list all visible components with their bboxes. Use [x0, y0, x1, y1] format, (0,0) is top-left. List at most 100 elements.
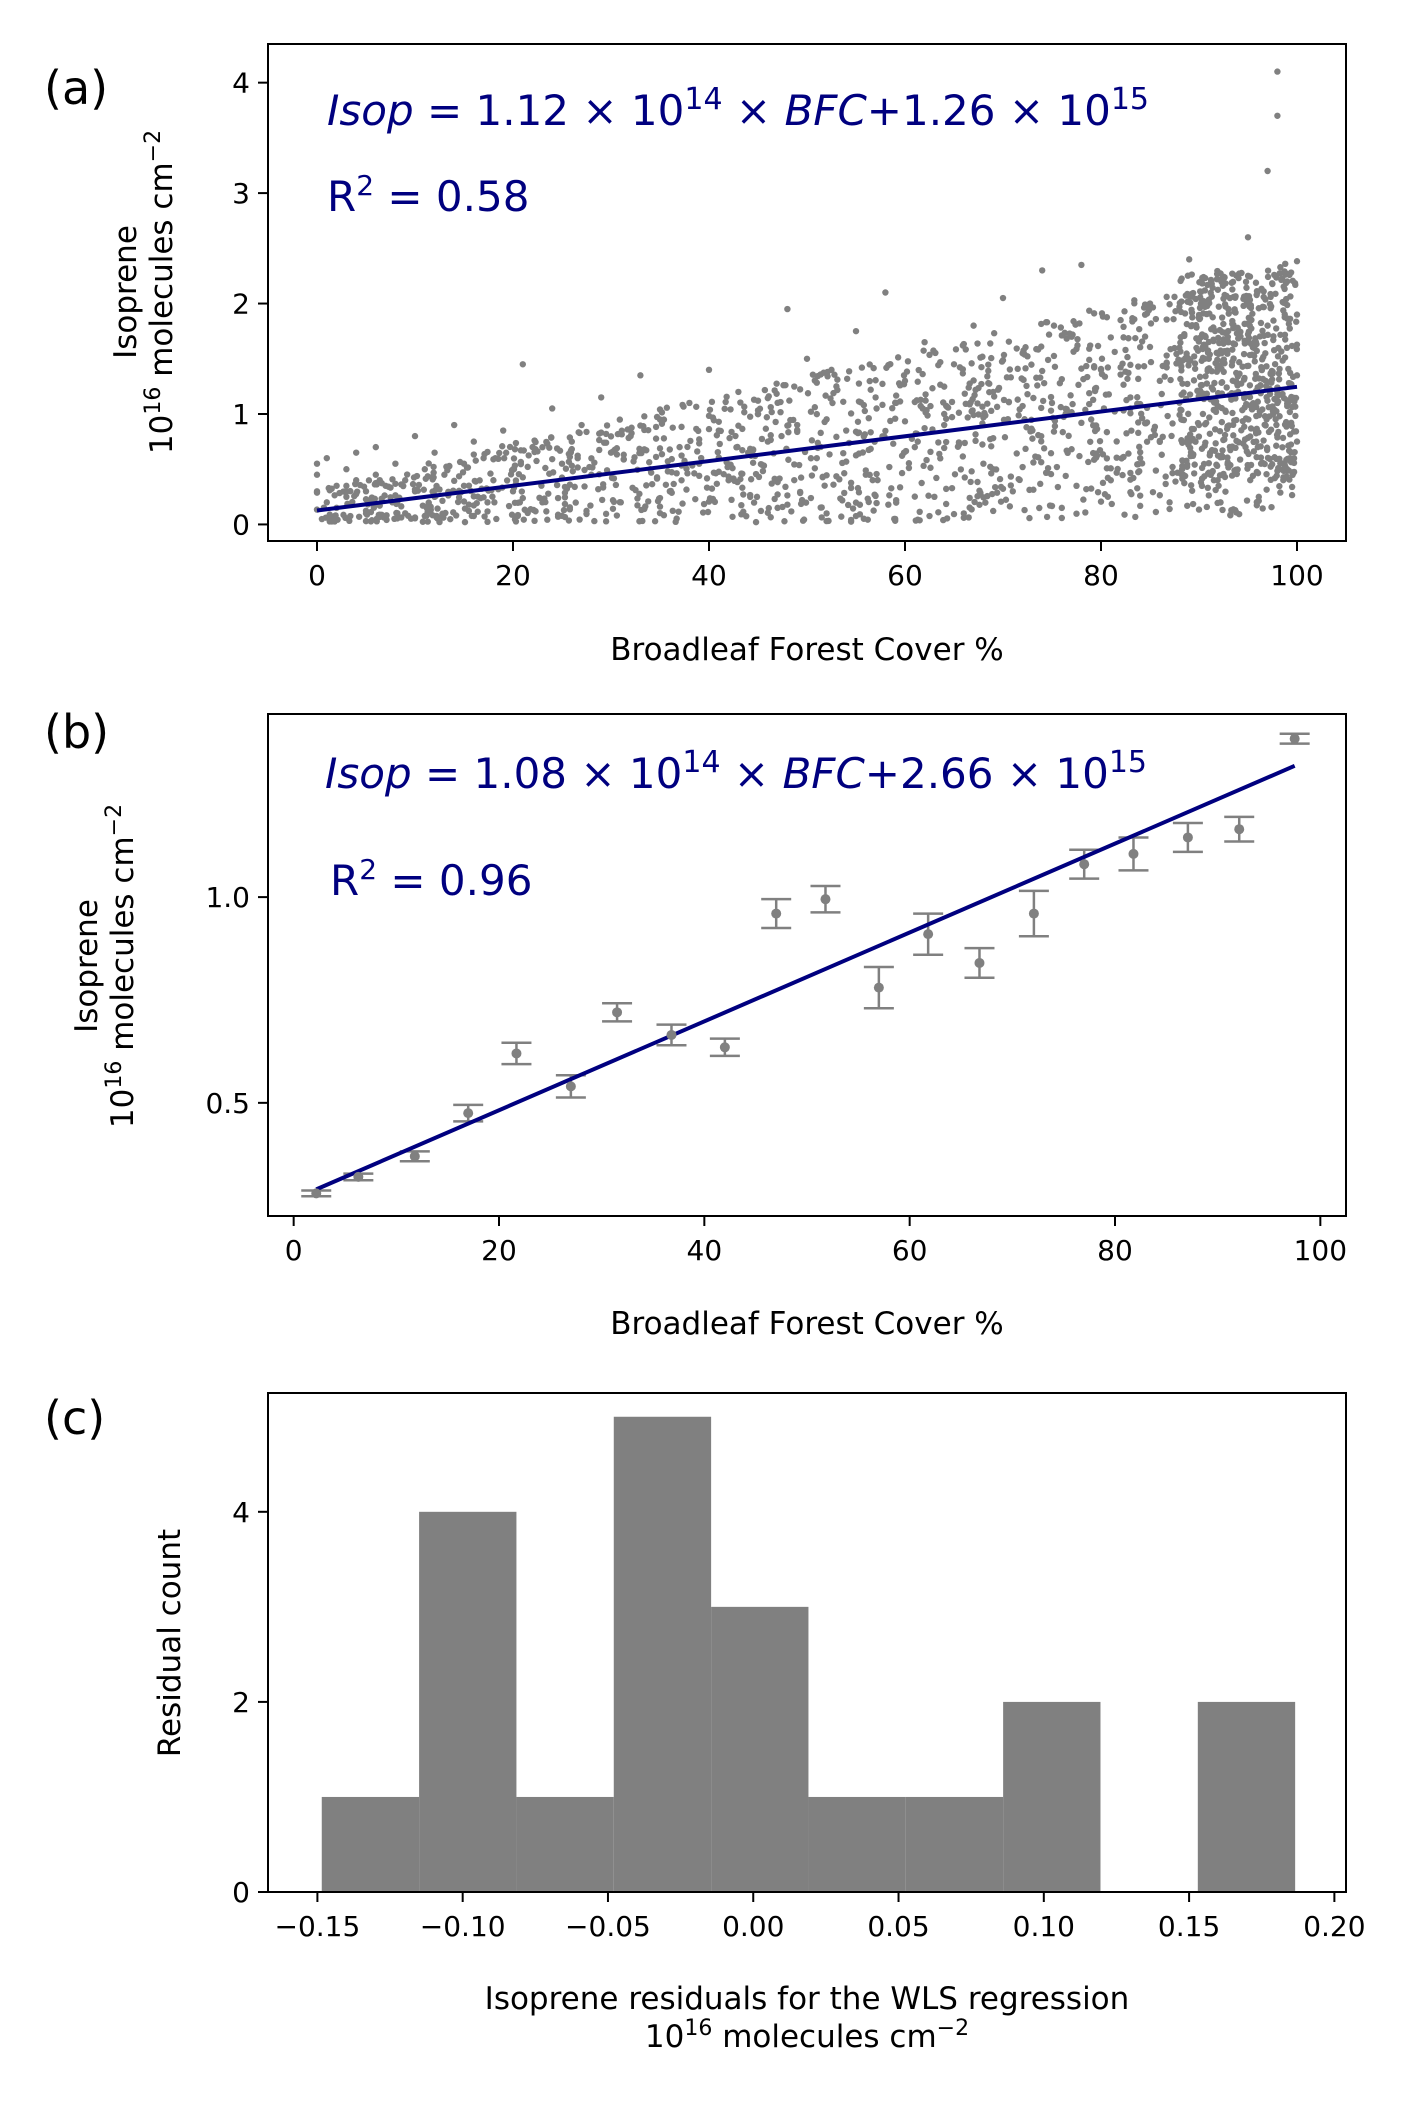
panel-a-point [1253, 403, 1260, 411]
panel-a-point [524, 463, 531, 471]
panel-a-point [1119, 360, 1126, 367]
panel-a-point [1080, 496, 1087, 503]
panel-a-point [900, 372, 908, 379]
panel-a-point [531, 437, 538, 444]
panel-a-point [1125, 335, 1132, 342]
panel-a-point [1279, 390, 1286, 398]
panel-a-point [705, 366, 713, 374]
panel-a-point [1253, 453, 1260, 461]
panel-a-point [460, 498, 468, 505]
panel-a-point [1265, 403, 1272, 411]
panel-a-point [1026, 486, 1033, 494]
panel-a-point [1227, 512, 1234, 519]
panel-a-point [1015, 412, 1022, 419]
panel-b-point [511, 1048, 522, 1059]
panel-a-point [519, 474, 526, 481]
panel-a-point [956, 364, 964, 371]
panel-a-point [353, 449, 360, 456]
panel-a-point [1290, 428, 1298, 435]
panel-a-point [1262, 350, 1269, 357]
panel-a-point [511, 446, 519, 453]
panel-a-point [1281, 314, 1288, 321]
panel-a-point [1242, 278, 1250, 286]
panel-a-point [331, 492, 338, 499]
panel-a-point [1138, 338, 1146, 345]
panel-a-point [347, 512, 354, 520]
panel-a-point [1241, 374, 1248, 382]
panel-a-xlabel: Broadleaf Forest Cover % [610, 632, 1004, 668]
panel-a-point [1281, 461, 1288, 468]
panel-a-point [840, 449, 847, 457]
panel-a-point [882, 289, 889, 296]
panel-a-point [1206, 449, 1214, 457]
panel-a-point [1184, 502, 1191, 509]
panel-a-point [347, 487, 354, 495]
panel-a-point [481, 513, 488, 520]
panel-a-point [974, 340, 981, 347]
panel-a-point [1280, 283, 1287, 290]
panel-a-point [554, 513, 562, 520]
panel-a-point [1118, 455, 1125, 462]
panel-a-point [1072, 321, 1079, 328]
panel-a-point [918, 479, 925, 487]
panel-a-point [901, 418, 909, 425]
panel-a-point [613, 451, 621, 458]
panel-a-point [1130, 474, 1137, 482]
panel-a-point [679, 500, 686, 507]
panel-a-point [892, 392, 900, 399]
panel-a-point [365, 477, 373, 484]
panel-a-point [732, 432, 739, 440]
panel-a-point [740, 491, 747, 498]
panel-a-point [1123, 396, 1130, 404]
panel-a-point [652, 435, 660, 442]
panel-a-point [381, 492, 388, 499]
panel-a-point [703, 475, 711, 482]
panel-a-point [830, 389, 837, 397]
panel-a-point [970, 411, 977, 419]
panel-a-point [506, 443, 514, 451]
panel-a-point [847, 516, 855, 524]
panel-a-point [873, 405, 880, 412]
panel-a-point [1083, 485, 1090, 493]
panel-a-point [890, 440, 897, 447]
panel-a-point [383, 516, 390, 524]
panel-a-point [411, 514, 419, 521]
panel-a-point [734, 443, 741, 451]
panel-a-point [713, 480, 721, 487]
panel-a-point [772, 418, 779, 426]
panel-a-point [1145, 306, 1153, 314]
panel-a-point [1199, 274, 1206, 282]
panel-a-point [637, 422, 644, 429]
panel-a-point [419, 518, 427, 525]
panel-a-point [976, 501, 983, 508]
panel-a-point [1246, 296, 1254, 304]
panel-a-point [896, 484, 904, 491]
panel-a-point [870, 507, 877, 514]
panel-a-point [470, 438, 477, 445]
panel-a-point [929, 385, 936, 392]
panel-a-point [1086, 345, 1093, 352]
panel-a-point [1204, 281, 1211, 289]
panel-b-ylabel-line2: 1016 molecules cm−2 [102, 804, 141, 1128]
panel-a-point [697, 454, 705, 462]
panel-c-bar [1003, 1701, 1101, 1892]
panel-a-point [1257, 443, 1264, 450]
panel-a-point [935, 439, 942, 446]
panel-a-point [1189, 314, 1196, 321]
panel-a-point [1209, 284, 1216, 291]
panel-a-point [965, 514, 972, 521]
panel-a-point [716, 440, 723, 448]
panel-a-point [741, 409, 748, 416]
panel-a-point [1048, 399, 1056, 407]
panel-a-point [1137, 492, 1144, 499]
panel-a-point [1277, 264, 1284, 271]
panel-a-point [1219, 453, 1227, 461]
panel-a-point [787, 416, 794, 424]
panel-a-point [1290, 468, 1298, 476]
panel-a-point [696, 472, 703, 480]
panel-a-point [1216, 326, 1224, 334]
panel-a-point [1225, 310, 1232, 317]
panel-a-point [1078, 419, 1085, 427]
panel-a-point [1204, 470, 1212, 477]
